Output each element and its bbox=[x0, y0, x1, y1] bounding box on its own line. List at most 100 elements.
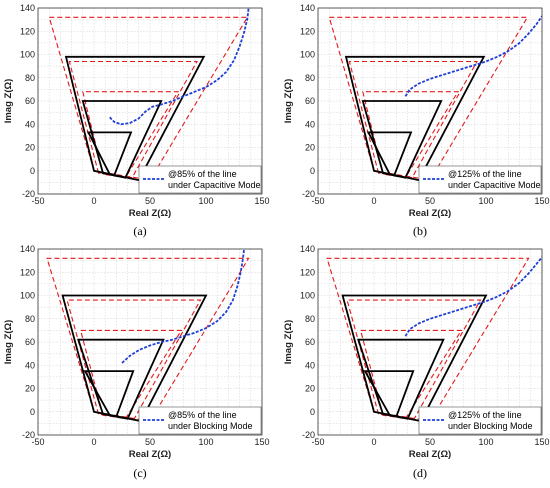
chart-c-y-tick-label: 0 bbox=[30, 407, 35, 417]
chart-b-x-tick-label: 50 bbox=[425, 196, 435, 206]
chart-d-legend-label-line2: under Blocking Mode bbox=[448, 421, 533, 431]
chart-c-y-tick-label: 80 bbox=[25, 314, 35, 324]
chart-a-y-tick-label: -20 bbox=[22, 189, 35, 199]
chart-b-axes-frame bbox=[317, 7, 543, 195]
chart-d-y-tick-label: 60 bbox=[305, 337, 315, 347]
chart-c-legend-label-line2: under Blocking Mode bbox=[168, 421, 253, 431]
chart-b-y-tick-label: 80 bbox=[305, 73, 315, 83]
chart-b-legend-label-line1: @125% of the line bbox=[448, 169, 522, 179]
chart-b-y-tick-label: 100 bbox=[300, 50, 315, 60]
chart-b-zone-solid-2 bbox=[361, 100, 443, 179]
chart-a-y-tick-label: 120 bbox=[20, 26, 35, 36]
chart-d-y-tick-label: 140 bbox=[300, 244, 315, 254]
chart-d-y-tick-label: 100 bbox=[300, 291, 315, 301]
chart-d-x-tick-label: 100 bbox=[478, 437, 493, 447]
chart-c-plot bbox=[46, 249, 250, 423]
chart-a-zone-solid-2 bbox=[81, 100, 163, 179]
chart-a-legend-label-line2: under Capacitive Mode bbox=[168, 180, 261, 190]
chart-b-zone-dashed-1 bbox=[328, 16, 529, 181]
chart-d-y-axis-label: Imag Z(Ω) bbox=[283, 320, 294, 365]
chart-a-y-tick-label: 80 bbox=[25, 73, 35, 83]
chart-a-axes-frame bbox=[37, 7, 263, 195]
chart-c-x-tick-label: 50 bbox=[145, 437, 155, 447]
chart-c-zone-solid-2 bbox=[77, 338, 165, 420]
chart-b-y-tick-label: -20 bbox=[302, 189, 315, 199]
chart-d-x-tick-label: -50 bbox=[311, 437, 324, 447]
chart-b-x-tick-label: 0 bbox=[371, 196, 376, 206]
chart-a-zone-dashed-1 bbox=[48, 16, 249, 181]
chart-a-legend-box bbox=[138, 165, 262, 194]
chart-c-x-tick-label: 150 bbox=[254, 437, 269, 447]
chart-c-y-tick-label: 20 bbox=[25, 384, 35, 394]
chart-a-x-tick-label: 100 bbox=[198, 196, 213, 206]
chart-c-trajectory bbox=[121, 249, 245, 364]
chart-d-zone-solid-3 bbox=[363, 370, 415, 418]
chart-b-y-tick-label: 20 bbox=[305, 143, 315, 153]
chart-d-x-axis-label: Real Z(Ω) bbox=[409, 449, 451, 460]
chart-b-y-tick-label: 120 bbox=[300, 26, 315, 36]
chart-d-y-tick-label: 0 bbox=[310, 407, 315, 417]
chart-a-x-tick-label: 0 bbox=[91, 196, 96, 206]
chart-c-zone-dashed-1 bbox=[46, 257, 250, 422]
chart-b-y-axis-label: Imag Z(Ω) bbox=[283, 79, 294, 124]
chart-a-legend-label-line1: @85% of the line bbox=[168, 169, 237, 179]
chart-a-x-tick-label: 150 bbox=[254, 196, 269, 206]
chart-c-zone-dashed-2 bbox=[66, 299, 202, 420]
chart-b-caption: (b) bbox=[413, 224, 427, 238]
chart-b: -50 0 50 100 150 -20 0 20 40 60 80 100 120 140 Real Z(… bbox=[283, 3, 550, 238]
chart-d-trajectory bbox=[404, 256, 542, 337]
chart-a-y-tick-label: 20 bbox=[25, 143, 35, 153]
chart-c-y-tick-label: 120 bbox=[20, 267, 35, 277]
chart-b-y-tick-label: 60 bbox=[305, 96, 315, 106]
chart-a-plot bbox=[48, 8, 250, 182]
chart-b-legend-label-line2: under Capacitive Mode bbox=[448, 180, 541, 190]
chart-c-axes-frame bbox=[37, 248, 263, 436]
chart-b-x-tick-label: 150 bbox=[534, 196, 549, 206]
chart-d-y-tick-label: 80 bbox=[305, 314, 315, 324]
chart-d: -50 0 50 100 150 -20 0 20 40 60 80 100 120 140 Real Z(… bbox=[283, 244, 550, 480]
chart-b-y-tick-label: 40 bbox=[305, 119, 315, 129]
chart-a-trajectory bbox=[109, 8, 250, 126]
chart-c-y-tick-label: 140 bbox=[20, 244, 35, 254]
chart-b-zone-solid-3 bbox=[366, 131, 413, 177]
chart-d-zone-solid-2 bbox=[357, 338, 445, 420]
chart-c-y-tick-label: -20 bbox=[22, 430, 35, 440]
chart-c-x-tick-label: 0 bbox=[91, 437, 96, 447]
chart-b-plot bbox=[328, 15, 542, 182]
chart-d-caption: (d) bbox=[413, 466, 427, 480]
chart-d-x-tick-label: 0 bbox=[371, 437, 376, 447]
chart-c-x-tick-label: 100 bbox=[198, 437, 213, 447]
chart-a-y-axis-label: Imag Z(Ω) bbox=[3, 79, 14, 124]
chart-c-legend-box bbox=[138, 406, 262, 435]
chart-d-zone-dashed-2 bbox=[346, 299, 482, 420]
chart-c-y-tick-label: 40 bbox=[25, 360, 35, 370]
chart-d-y-tick-label: -20 bbox=[302, 430, 315, 440]
chart-c-legend-label-line1: @85% of the line bbox=[168, 410, 237, 420]
chart-d-zone-dashed-1 bbox=[326, 257, 530, 422]
chart-c-zone-solid-3 bbox=[83, 370, 135, 418]
chart-c-y-tick-label: 100 bbox=[20, 291, 35, 301]
chart-d-y-tick-label: 120 bbox=[300, 267, 315, 277]
chart-c-x-axis-label: Real Z(Ω) bbox=[129, 449, 171, 460]
chart-c-y-axis-label: Imag Z(Ω) bbox=[3, 320, 14, 365]
chart-d-plot bbox=[326, 256, 542, 423]
chart-a-y-tick-label: 0 bbox=[30, 166, 35, 176]
chart-d-axes-frame bbox=[317, 248, 543, 436]
chart-b-y-tick-label: 140 bbox=[300, 3, 315, 13]
chart-b-x-tick-label: 100 bbox=[478, 196, 493, 206]
chart-c-y-tick-label: 60 bbox=[25, 337, 35, 347]
chart-d-x-tick-label: 150 bbox=[534, 437, 549, 447]
chart-a-y-tick-label: 100 bbox=[20, 50, 35, 60]
chart-a-caption: (a) bbox=[133, 224, 146, 238]
chart-b-y-tick-label: 0 bbox=[310, 166, 315, 176]
chart-a-x-axis-label: Real Z(Ω) bbox=[129, 208, 171, 219]
chart-d-legend-label-line1: @125% of the line bbox=[448, 410, 522, 420]
chart-c-caption: (c) bbox=[133, 466, 146, 480]
chart-a-zone-solid-3 bbox=[86, 131, 133, 177]
